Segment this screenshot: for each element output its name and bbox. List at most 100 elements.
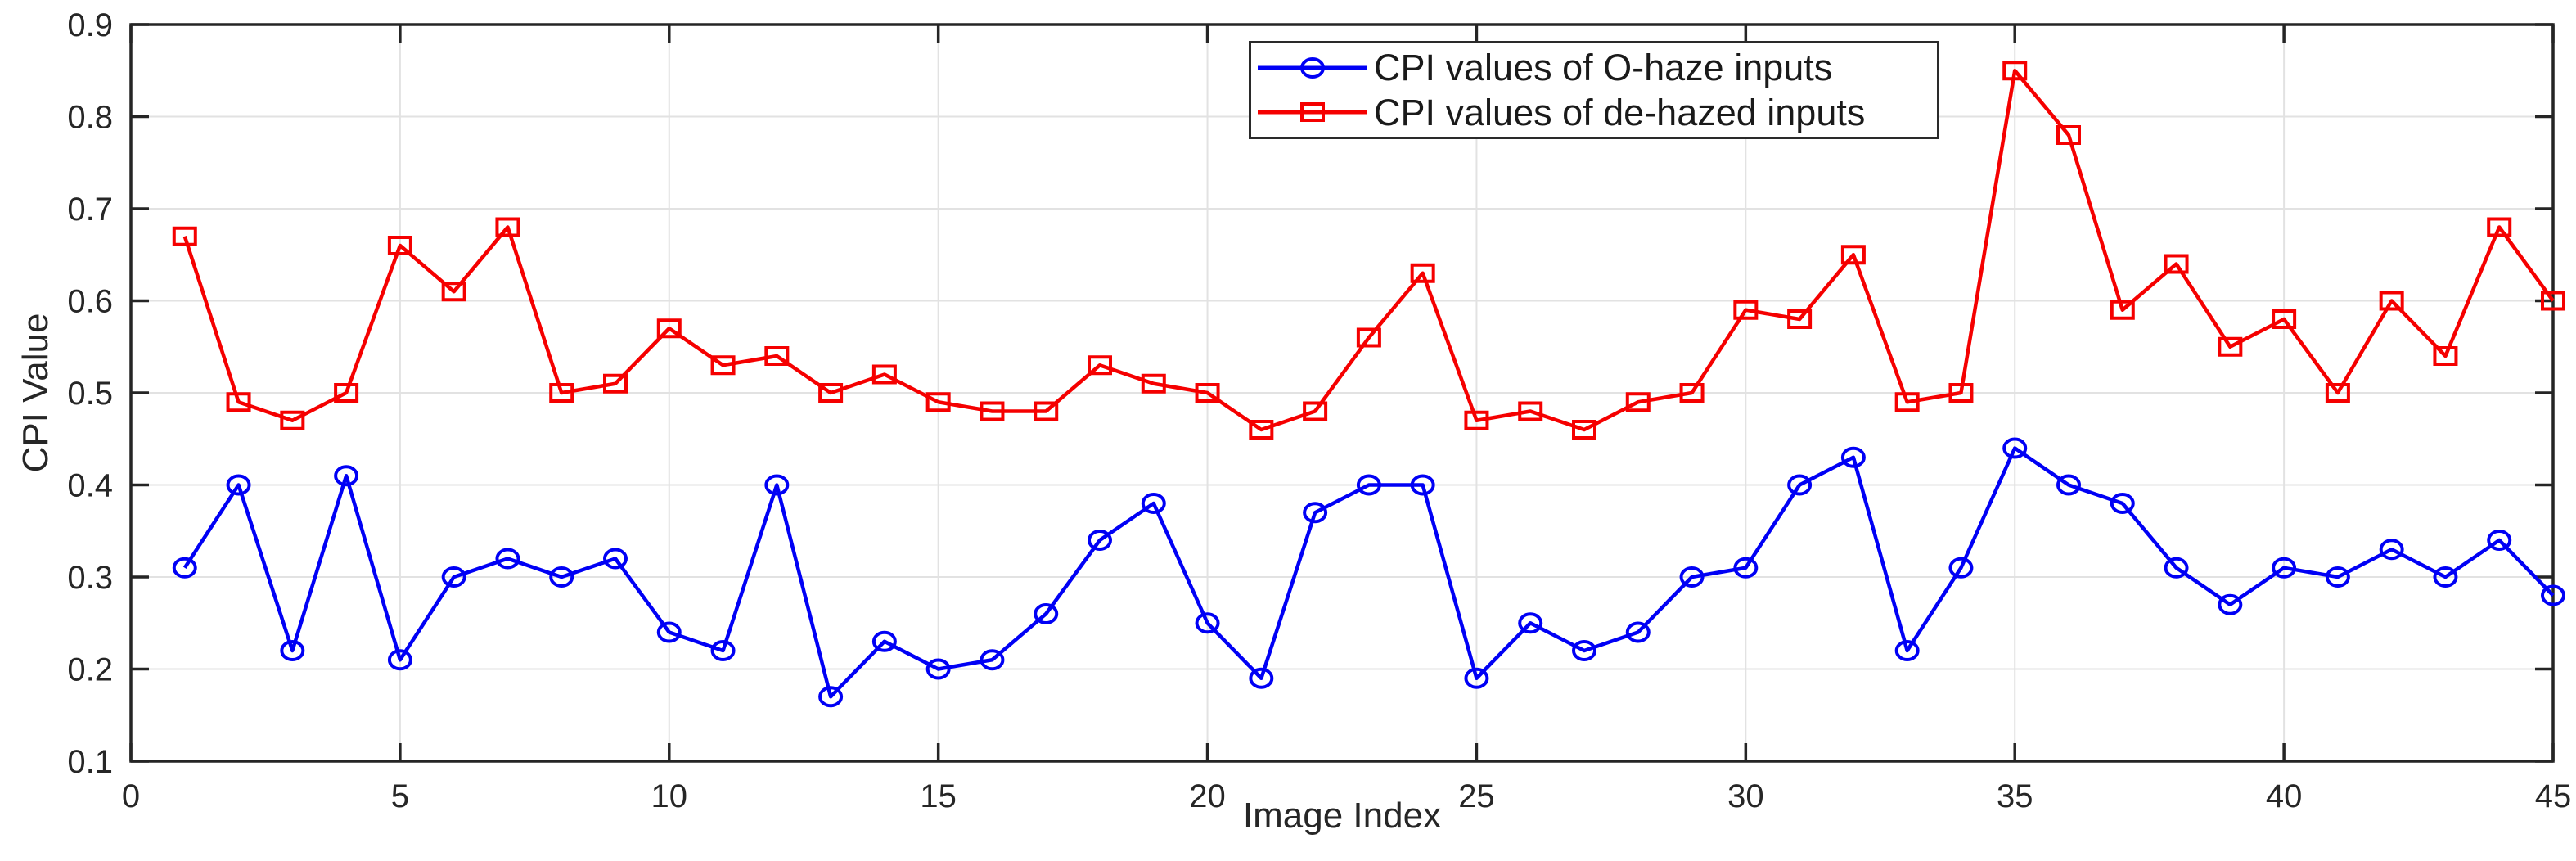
data-marker-circle bbox=[1356, 474, 1381, 496]
data-marker-square bbox=[2433, 346, 2458, 366]
data-marker-square bbox=[764, 346, 790, 366]
data-marker-circle bbox=[1034, 603, 1059, 624]
data-marker-circle bbox=[818, 686, 844, 708]
data-marker-square bbox=[1518, 401, 1543, 421]
data-marker-square bbox=[1840, 245, 1866, 265]
data-marker-square bbox=[603, 373, 628, 394]
data-marker-square bbox=[1625, 392, 1651, 412]
x-tick-label: 5 bbox=[391, 778, 409, 814]
data-marker-circle bbox=[2056, 474, 2081, 496]
series-line-1 bbox=[182, 69, 2555, 432]
data-marker-square bbox=[1303, 401, 1328, 421]
x-tick-label: 20 bbox=[1189, 778, 1226, 814]
y-tick-label: 0.5 bbox=[67, 376, 113, 412]
data-marker-square bbox=[1679, 383, 1705, 403]
y-axis-label: CPI Value bbox=[16, 313, 56, 473]
data-marker-circle bbox=[1572, 640, 1596, 661]
y-tick-label: 0.6 bbox=[67, 284, 113, 320]
y-tick-label: 0.2 bbox=[67, 652, 113, 688]
data-marker-square bbox=[1034, 401, 1059, 421]
data-marker-circle bbox=[1303, 502, 1328, 524]
x-tick-label: 35 bbox=[1997, 778, 2033, 814]
legend-marker-1 bbox=[1300, 102, 1325, 123]
data-marker-circle bbox=[1088, 530, 1112, 551]
data-marker-circle bbox=[495, 548, 520, 570]
data-marker-square bbox=[2541, 291, 2565, 311]
data-marker-square bbox=[1195, 383, 1220, 403]
data-marker-square bbox=[334, 383, 359, 403]
data-marker-circle bbox=[226, 474, 251, 496]
data-marker-square bbox=[2110, 300, 2135, 320]
data-marker-circle bbox=[172, 557, 197, 579]
x-tick-label: 10 bbox=[651, 778, 688, 814]
data-marker-square bbox=[2218, 336, 2243, 357]
data-marker-circle bbox=[334, 465, 359, 487]
data-marker-circle bbox=[2487, 530, 2512, 551]
data-marker-circle bbox=[2002, 437, 2028, 459]
y-tick-label: 0.3 bbox=[67, 560, 113, 596]
data-marker-circle bbox=[1249, 667, 1274, 689]
data-marker-square bbox=[925, 392, 951, 412]
data-marker-square bbox=[1410, 263, 1435, 283]
data-marker-square bbox=[656, 318, 682, 339]
data-marker-square bbox=[441, 282, 466, 302]
data-marker-square bbox=[1948, 383, 1974, 403]
data-marker-circle bbox=[280, 640, 305, 661]
data-marker-square bbox=[710, 355, 736, 376]
data-marker-circle bbox=[2110, 493, 2135, 514]
data-marker-square bbox=[980, 401, 1005, 421]
series-line-0 bbox=[182, 446, 2555, 699]
x-tick-label: 40 bbox=[2266, 778, 2303, 814]
data-marker-circle bbox=[1518, 612, 1543, 634]
x-tick-label: 45 bbox=[2535, 778, 2572, 814]
data-marker-circle bbox=[1840, 446, 1866, 468]
data-marker-circle bbox=[1625, 621, 1651, 643]
data-marker-circle bbox=[710, 640, 736, 661]
data-marker-circle bbox=[656, 621, 682, 643]
data-marker-circle bbox=[2379, 539, 2404, 561]
data-marker-square bbox=[1572, 420, 1596, 440]
legend-swatch-circle-icon bbox=[1258, 56, 1367, 79]
data-marker-circle bbox=[764, 474, 790, 496]
data-marker-circle bbox=[1948, 557, 1974, 579]
data-marker-square bbox=[2487, 217, 2512, 237]
data-marker-square bbox=[172, 226, 197, 246]
legend-marker-0 bbox=[1300, 56, 1325, 79]
data-marker-circle bbox=[2325, 566, 2350, 588]
data-marker-circle bbox=[549, 566, 574, 588]
data-marker-square bbox=[871, 364, 897, 385]
data-marker-circle bbox=[871, 630, 897, 652]
data-marker-square bbox=[495, 217, 520, 237]
x-tick-label: 0 bbox=[122, 778, 140, 814]
data-marker-square bbox=[2002, 61, 2028, 81]
data-marker-circle bbox=[1141, 493, 1166, 514]
data-marker-square bbox=[2379, 291, 2404, 311]
legend-item-dehazed: CPI values of de-hazed inputs bbox=[1251, 92, 1937, 133]
data-marker-square bbox=[2272, 309, 2297, 329]
data-marker-circle bbox=[441, 566, 466, 588]
data-marker-circle bbox=[2218, 593, 2243, 615]
data-marker-square bbox=[1787, 309, 1813, 329]
data-marker-circle bbox=[1410, 474, 1435, 496]
data-marker-circle bbox=[1733, 557, 1759, 579]
y-tick-label: 0.4 bbox=[67, 468, 113, 504]
legend-swatch-square-icon bbox=[1258, 102, 1367, 123]
data-marker-circle bbox=[2272, 557, 2297, 579]
y-tick-label: 0.1 bbox=[67, 744, 113, 780]
data-marker-square bbox=[1356, 327, 1381, 348]
data-marker-square bbox=[2164, 254, 2189, 274]
data-marker-circle bbox=[1679, 566, 1705, 588]
data-marker-square bbox=[387, 236, 412, 255]
data-marker-circle bbox=[1195, 612, 1220, 634]
data-marker-circle bbox=[925, 658, 951, 680]
data-marker-square bbox=[1141, 373, 1166, 394]
data-marker-circle bbox=[603, 548, 628, 570]
y-tick-label: 0.8 bbox=[67, 100, 113, 136]
data-marker-square bbox=[280, 410, 305, 430]
data-marker-circle bbox=[2433, 566, 2458, 588]
x-tick-label: 15 bbox=[920, 778, 957, 814]
data-marker-square bbox=[1464, 410, 1489, 430]
